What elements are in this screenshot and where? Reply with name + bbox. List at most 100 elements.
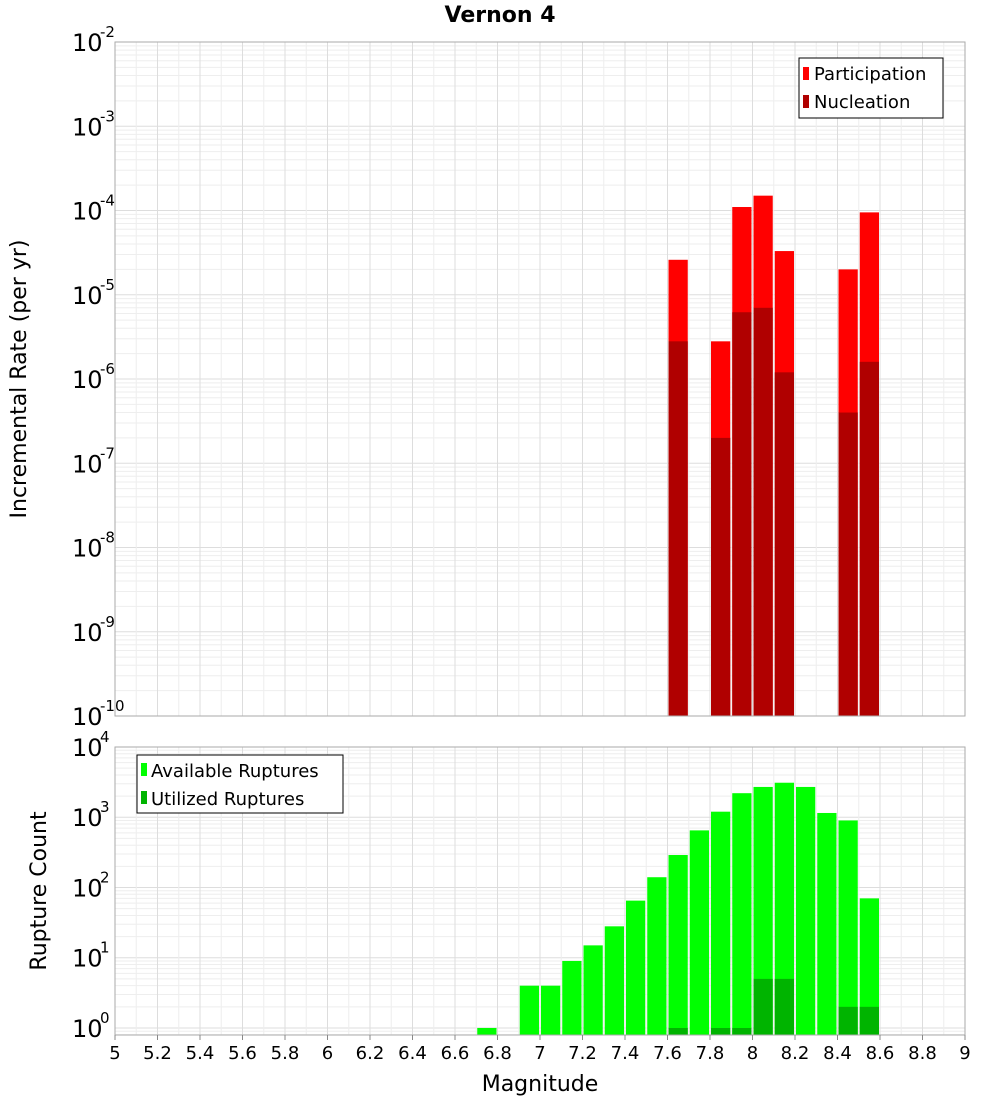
top-y-tick-exponent: -3 (100, 107, 115, 125)
x-tick-label: 6.4 (398, 1043, 427, 1064)
bottom-bar-available-ruptures (541, 985, 561, 1035)
bottom-bar-available-ruptures (647, 877, 667, 1035)
x-tick-label: 5 (109, 1043, 120, 1064)
bottom-bar-available-ruptures (668, 855, 688, 1035)
bottom-y-tick-exponent: 0 (100, 1009, 110, 1027)
top-y-tick-exponent: -2 (100, 23, 115, 41)
x-tick-label: 6.2 (356, 1043, 385, 1064)
x-tick-label: 7.4 (611, 1043, 640, 1064)
top-grid (114, 42, 966, 717)
bottom-bar-utilized-ruptures (774, 978, 794, 1035)
top-bar-nucleation (732, 312, 752, 716)
bottom-bar-available-ruptures (583, 945, 603, 1035)
bottom-bar-utilized-ruptures (668, 1027, 688, 1035)
bottom-legend: Available Ruptures Utilized Ruptures (136, 754, 344, 814)
bottom-bar-utilized-ruptures (732, 1027, 752, 1035)
participation-legend-label: Participation (814, 64, 926, 85)
top-y-tick-exponent: -5 (100, 276, 115, 294)
bottom-bar-available-ruptures (626, 900, 646, 1035)
top-y-tick-exponent: -7 (100, 444, 115, 462)
bottom-bar-utilized-ruptures (711, 1027, 731, 1035)
x-tick-label: 6 (322, 1043, 333, 1064)
top-y-tick-exponent: -10 (100, 697, 125, 715)
bottom-bar-available-ruptures (732, 793, 752, 1035)
top-y-tick-exponent: -8 (100, 529, 115, 547)
x-tick-label: 6.8 (483, 1043, 512, 1064)
top-y-tick-label: 10 (72, 450, 103, 478)
nucleation-legend-swatch (803, 95, 809, 108)
top-y-tick-label: 10 (72, 535, 103, 563)
x-tick-label: 8.6 (866, 1043, 895, 1064)
top-y-tick-label: 10 (72, 619, 103, 647)
top-y-tick-label: 10 (72, 366, 103, 394)
participation-legend-swatch (803, 67, 809, 80)
top-legend: Participation Nucleation (798, 57, 944, 119)
bottom-bar-utilized-ruptures (859, 1006, 879, 1035)
top-y-tick-label: 10 (72, 29, 103, 57)
bottom-bar-utilized-ruptures (838, 1006, 858, 1035)
bottom-y-tick-label: 10 (72, 945, 103, 973)
nucleation-legend-label: Nucleation (814, 92, 910, 113)
bottom-bar-available-ruptures (604, 926, 624, 1035)
x-tick-label: 8.8 (908, 1043, 937, 1064)
bottom-y-axis-label: Rupture Count (27, 811, 52, 971)
bottom-bars (477, 782, 879, 1035)
x-tick-label: 7.2 (568, 1043, 597, 1064)
bottom-bar-available-ruptures (562, 960, 582, 1035)
top-y-tick-label: 10 (72, 113, 103, 141)
x-tick-label: 5.6 (228, 1043, 257, 1064)
bottom-y-tick-label: 10 (72, 874, 103, 902)
x-tick-label: 8.4 (823, 1043, 852, 1064)
bottom-bar-available-ruptures (817, 812, 837, 1035)
bottom-bar-available-ruptures (477, 1027, 497, 1035)
bottom-y-tick-exponent: 2 (100, 868, 110, 886)
x-tick-label: 7.8 (696, 1043, 725, 1064)
top-bar-nucleation (859, 361, 879, 716)
bottom-bar-available-ruptures (774, 782, 794, 1035)
x-ticks: 5 5.2 5.4 5.6 5.8 6 6.2 6.4 6.6 6.8 7 7.2 7.4 7.6 7.8 8… (109, 1035, 971, 1064)
x-tick-label: 9 (959, 1043, 970, 1064)
top-y-tick-exponent: -9 (100, 613, 115, 631)
bottom-y-tick-exponent: 1 (100, 939, 110, 957)
x-tick-label: 7.6 (653, 1043, 682, 1064)
chart-title: Vernon 4 (445, 3, 556, 28)
x-tick-label: 5.8 (271, 1043, 300, 1064)
bottom-y-tick-label: 10 (72, 734, 103, 762)
bottom-y-tick-label: 10 (72, 1015, 103, 1043)
bottom-y-tick-label: 10 (72, 804, 103, 832)
bottom-bar-available-ruptures (711, 811, 731, 1035)
utilized-legend-label: Utilized Ruptures (151, 789, 304, 810)
top-bar-nucleation (838, 412, 858, 716)
top-bar-nucleation (774, 372, 794, 716)
bottom-bar-utilized-ruptures (753, 978, 773, 1035)
top-y-tick-exponent: -4 (100, 192, 115, 210)
top-bar-nucleation (753, 307, 773, 716)
top-legend-box (798, 57, 944, 119)
available-legend-label: Available Ruptures (151, 761, 319, 782)
top-plot-frame (114, 41, 966, 717)
bottom-y-tick-exponent: 4 (100, 728, 110, 746)
bottom-bar-available-ruptures (519, 985, 539, 1035)
x-tick-label: 8.2 (781, 1043, 810, 1064)
available-legend-swatch (141, 763, 147, 776)
x-tick-label: 8 (747, 1043, 758, 1064)
top-bar-nucleation (668, 341, 688, 716)
top-y-axis-label: Incremental Rate (per yr) (7, 240, 32, 519)
top-y-tick-label: 10 (72, 703, 103, 731)
x-tick-label: 7 (534, 1043, 545, 1064)
bottom-bar-available-ruptures (838, 820, 858, 1035)
bottom-bar-available-ruptures (796, 786, 816, 1035)
x-tick-label: 5.4 (186, 1043, 215, 1064)
top-y-tick-exponent: -6 (100, 360, 115, 378)
bottom-y-tick-exponent: 3 (100, 798, 110, 816)
top-y-tick-label: 10 (72, 198, 103, 226)
bottom-bar-available-ruptures (689, 830, 709, 1035)
utilized-legend-swatch (141, 791, 147, 804)
x-tick-label: 6.6 (441, 1043, 470, 1064)
top-bars (668, 195, 879, 717)
top-bar-nucleation (711, 437, 731, 716)
